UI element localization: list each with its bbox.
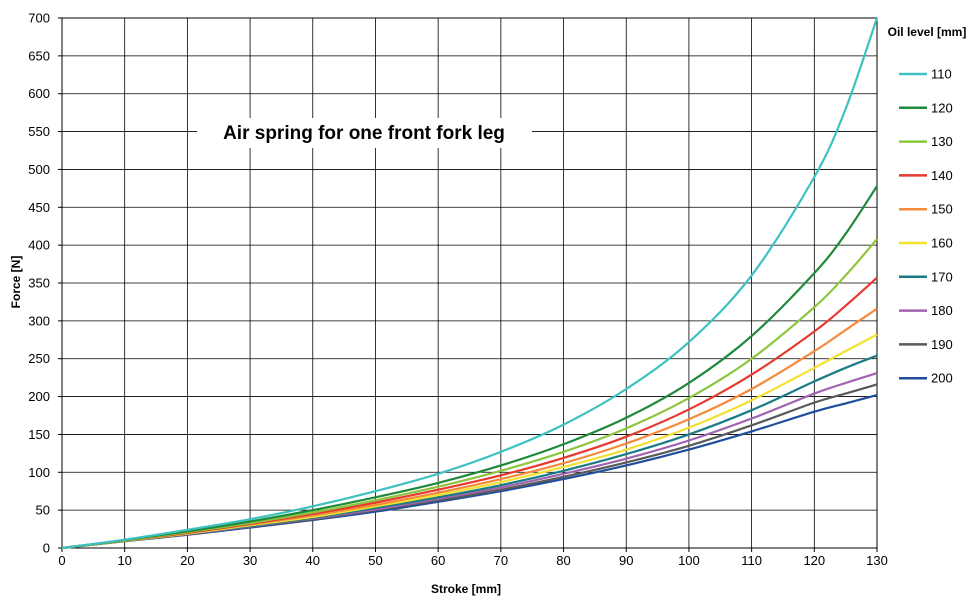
legend-title: Oil level [mm]: [888, 25, 967, 39]
plot-frame: [61, 17, 878, 549]
x-tick-label: 100: [678, 553, 700, 568]
series-line-170: [61, 354, 878, 550]
y-tick-label: 250: [28, 351, 50, 366]
series-line-160: [61, 333, 878, 550]
series-line-120: [61, 185, 878, 550]
legend-label: 190: [931, 337, 953, 352]
legend-label: 200: [931, 371, 953, 386]
y-tick-label: 350: [28, 276, 50, 291]
y-tick-label: 400: [28, 238, 50, 253]
x-tick-label: 120: [803, 553, 825, 568]
chart-title: Air spring for one front fork leg: [223, 123, 505, 144]
y-tick-label: 700: [28, 11, 50, 26]
x-tick-label: 80: [556, 553, 570, 568]
x-tick-label: 40: [306, 553, 320, 568]
legend-label: 110: [931, 67, 952, 82]
x-tick-label: 60: [431, 553, 445, 568]
legend-label: 120: [931, 100, 953, 115]
y-tick-label: 550: [28, 124, 50, 139]
y-tick-label: 200: [28, 389, 50, 404]
chart-title-background: [197, 118, 532, 148]
series-line-140: [61, 276, 878, 550]
y-tick-label: 450: [28, 200, 50, 215]
x-tick-label: 50: [368, 553, 382, 568]
y-tick-label: 50: [36, 503, 50, 518]
legend-label: 170: [931, 269, 953, 284]
x-tick-label: 90: [619, 553, 633, 568]
y-tick-label: 100: [28, 465, 50, 480]
y-tick-label: 300: [28, 313, 50, 328]
axes: 0 10 20 30 40 50 60 70 80 90 100 110 120 130 0 50 100 150…: [28, 11, 888, 569]
y-axis-title: Force [N]: [9, 256, 23, 309]
legend-label: 150: [931, 202, 953, 217]
y-tick-label: 150: [28, 427, 50, 442]
y-tick-label: 0: [43, 541, 50, 556]
series-lines: [61, 17, 879, 550]
x-tick-label: 0: [58, 553, 65, 568]
x-tick-label: 20: [180, 553, 194, 568]
legend-label: 180: [931, 303, 953, 318]
x-tick-label: 110: [741, 553, 762, 568]
y-tick-label: 650: [28, 48, 50, 63]
legend: 110 120 130 140 150 160 170 180 190 200: [899, 67, 953, 386]
legend-label: 130: [931, 134, 953, 149]
series-line-150: [61, 307, 878, 550]
legend-label: 140: [931, 168, 953, 183]
x-tick-label: 10: [117, 553, 131, 568]
x-tick-label: 70: [494, 553, 508, 568]
series-line-110: [61, 17, 879, 550]
legend-label: 160: [931, 236, 953, 251]
x-tick-label: 30: [243, 553, 257, 568]
series-line-130: [61, 238, 878, 550]
grid: [61, 17, 878, 549]
y-tick-label: 500: [28, 162, 50, 177]
x-tick-label: 130: [866, 553, 888, 568]
x-axis-title: Stroke [mm]: [431, 582, 501, 596]
y-tick-label: 600: [28, 86, 50, 101]
